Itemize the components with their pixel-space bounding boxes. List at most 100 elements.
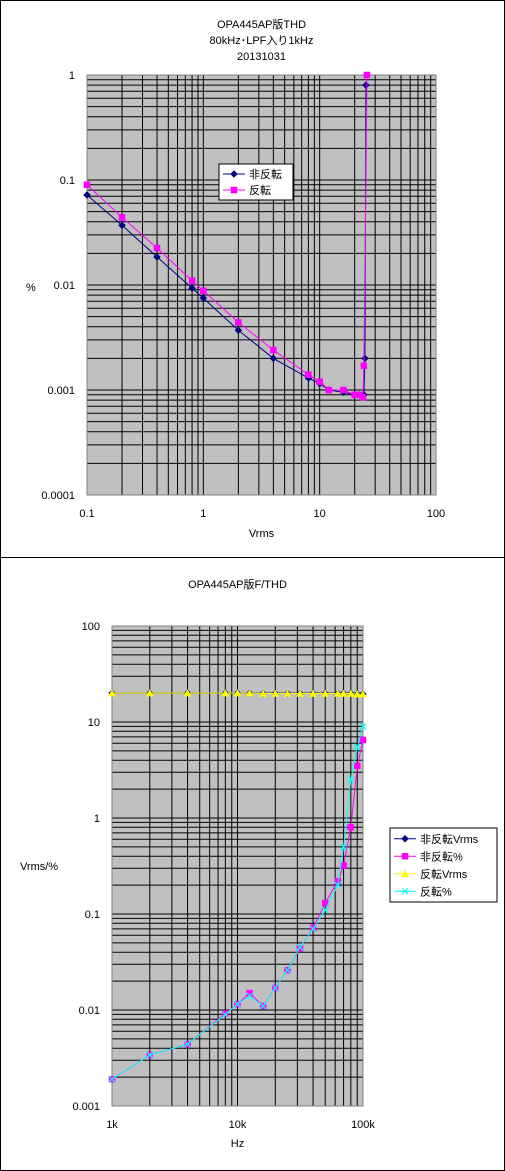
chart2-series-4-point <box>221 1010 229 1018</box>
chart1-series-1-point <box>83 191 91 199</box>
chart1-title-line-2: 80kHz･LPF入り1kHz <box>210 34 314 47</box>
chart2-legend-entry: 非反転% <box>420 850 463 863</box>
chart2-series-3-point <box>359 690 367 698</box>
chart1-xtick-label: 1 <box>200 508 206 520</box>
chart2-legend-entry: 反転% <box>420 885 452 898</box>
chart2-x-axis-label: Hz <box>231 1138 244 1150</box>
chart2-series-3-point <box>353 690 362 698</box>
chart1-series-2-point <box>188 277 196 284</box>
chart1-xtick-label: 100 <box>427 508 445 520</box>
chart1-ytick-label: 0.001 <box>47 385 75 397</box>
chart2-series-4-point <box>309 925 317 933</box>
chart2-series-3-point <box>245 689 254 697</box>
chart2-legend-swatch-marker <box>401 853 409 860</box>
chart1-series-2-point <box>360 362 368 370</box>
chart1-legend-entry: 反転 <box>249 184 271 197</box>
chart2-series-2-point <box>354 762 361 770</box>
chart2-series-2-point <box>309 924 317 931</box>
chart2-legend-swatch-marker <box>401 887 409 895</box>
chart2-series-4-point <box>108 1075 116 1083</box>
chart2-series-2-point <box>359 736 367 744</box>
chart2-series-3-point <box>271 689 280 697</box>
chart1-ytick-label: 0.0001 <box>41 490 75 502</box>
chart2-series-3-point <box>145 689 154 697</box>
chart2-title-line-1: OPA445AP版F/THD <box>188 577 287 591</box>
chart2-series-3-point <box>346 689 355 697</box>
chart1-series-2-point <box>340 386 347 394</box>
chart2-series-3-point <box>183 689 192 697</box>
chart2-series-4-point <box>340 843 347 851</box>
chart2-series-4-point <box>353 743 361 751</box>
chart2-series-4-point <box>359 722 367 730</box>
chart1-series-2-point <box>325 386 333 394</box>
chart1-y-axis-label: % <box>26 282 36 294</box>
chart1-title-line-1: OPA445AP版THD <box>217 17 306 31</box>
chart1-series-2-point <box>153 244 161 252</box>
chart1-series-2-point <box>270 346 277 354</box>
chart2-plot-border <box>111 625 364 1107</box>
chart2-legend-entry: 非反転Vrms <box>420 833 479 846</box>
chart1-x-axis-label: Vrms <box>249 528 275 540</box>
chart1-series-2-point <box>118 214 126 221</box>
chart2-ytick-label: 0.1 <box>85 909 100 921</box>
chart1-series-1-point <box>362 81 370 90</box>
chart2-series-3-point <box>283 689 292 697</box>
chart2-ytick-label: 10 <box>88 717 100 729</box>
chart1-legend <box>218 163 294 201</box>
chart1-series-2-point <box>316 378 323 385</box>
chart2-series-3-point <box>296 689 304 697</box>
chart1-series-2-point <box>200 287 207 295</box>
chart2-series-3-point <box>108 689 116 697</box>
chart2-series-3-point <box>233 689 242 697</box>
chart2-y-axis-label: Vrms/% <box>20 861 58 873</box>
chart2-series-3-point <box>339 689 348 697</box>
chart2-legend-entry: 反転Vrms <box>420 868 468 881</box>
chart2-series-4-point <box>246 992 254 1000</box>
chart1-series-1-point <box>269 354 278 363</box>
chart2-series-3-point <box>333 689 342 697</box>
chart1-series-2-point <box>363 71 371 79</box>
chart1-ytick-label: 0.1 <box>60 175 75 187</box>
chart1-ytick-label: 1 <box>69 70 75 82</box>
chart2-series-3-point <box>259 689 268 697</box>
chart2-series-2-point <box>347 824 355 831</box>
chart2-series-4-point <box>296 943 304 951</box>
chart1-xtick-label: 10 <box>314 508 326 520</box>
chart2-legend-swatch-marker <box>401 834 409 843</box>
chart2-ytick-label: 0.01 <box>79 1005 100 1017</box>
chart2-series-4-point <box>284 966 291 974</box>
chart1-series-1-point <box>118 221 126 230</box>
chart2-series-4-point <box>184 1040 191 1048</box>
chart1-series-2-point <box>83 181 91 189</box>
chart2-series-4-point <box>146 1051 154 1059</box>
chart1-series-2-point <box>359 394 367 401</box>
chart1-series-2-point <box>305 371 312 378</box>
chart2-legend <box>389 827 498 903</box>
chart2-ytick-label: 100 <box>82 621 100 633</box>
chart1-series-1-point <box>153 253 161 261</box>
chart1-title-line-3: 20131031 <box>237 51 286 63</box>
chart1-plot-border <box>86 74 437 496</box>
chart2-series-3-point <box>321 689 330 697</box>
chart1-ytick-label: 0.01 <box>54 280 75 292</box>
chart2-series-4-point <box>347 776 355 784</box>
chart1-series-1-point <box>188 284 196 293</box>
chart1-legend-swatch-marker <box>230 186 238 194</box>
chart2-series-4-point <box>234 1000 241 1008</box>
chart2-series-3-point <box>309 689 317 697</box>
chart1-series-1-point <box>361 354 369 363</box>
chart1-series-1-point <box>199 294 208 302</box>
chart2-series-3-point <box>221 689 230 697</box>
chart2-xtick-label: 1k <box>106 1119 118 1131</box>
chart2-series-2-point <box>222 1010 229 1017</box>
chart1-legend-swatch-marker <box>230 170 238 178</box>
chart2-series-4-point <box>321 906 329 914</box>
chart2-xtick-label: 10k <box>229 1119 247 1131</box>
chart2-series-4-point <box>334 881 342 889</box>
chart2-legend-swatch-marker <box>401 869 409 877</box>
chart2-series-4-point <box>271 984 279 992</box>
chart1-series-2-point <box>235 319 242 326</box>
chart2-xtick-label: 100k <box>351 1119 375 1131</box>
chart1-series-1-point <box>234 326 243 335</box>
